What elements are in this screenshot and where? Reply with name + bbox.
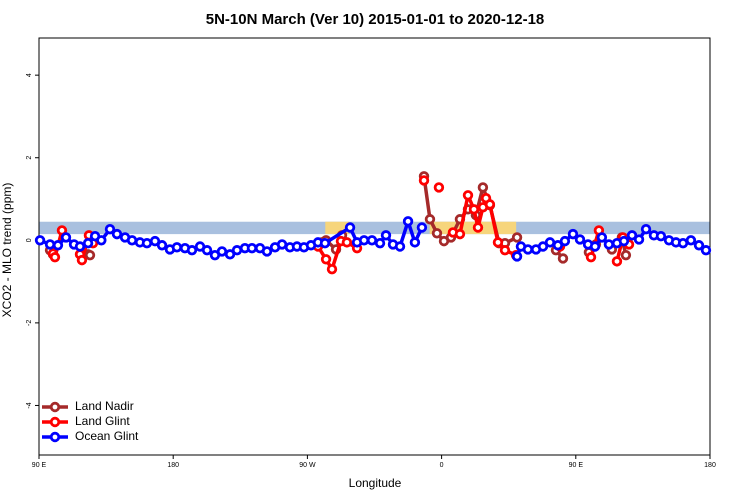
x-tick-label: 90 E (32, 462, 47, 469)
data-point (409, 237, 421, 248)
data-point (326, 264, 338, 275)
data-point (431, 228, 443, 239)
data-point (141, 237, 153, 249)
data-point (511, 251, 523, 262)
data-point (559, 235, 571, 247)
data-point (231, 245, 243, 256)
data-point (104, 223, 116, 235)
data-point (477, 182, 489, 193)
data-point (341, 237, 353, 248)
data-point (544, 237, 556, 248)
data-point (394, 241, 406, 252)
chart-title: 5N-10N March (Ver 10) 2015-01-01 to 2020… (206, 11, 545, 28)
data-point (111, 228, 123, 240)
data-point (552, 240, 564, 251)
data-point (677, 237, 689, 249)
data-point (344, 222, 356, 233)
data-point (149, 235, 161, 247)
data-point (74, 241, 86, 252)
y-tick-label: -4 (26, 402, 33, 408)
data-point (320, 254, 332, 265)
data-point (402, 216, 414, 227)
data-point (468, 204, 480, 215)
data-point (693, 240, 705, 251)
data-point (276, 239, 288, 250)
data-point (416, 222, 428, 233)
data-point (633, 234, 645, 245)
legend-marker (49, 431, 61, 443)
data-point (472, 222, 484, 233)
x-tick-label: 180 (704, 462, 716, 469)
y-tick-label: 4 (26, 73, 33, 77)
data-point (424, 214, 436, 225)
y-tick-label: 0 (26, 238, 33, 242)
data-point (60, 232, 72, 243)
data-point (626, 230, 638, 241)
data-point (685, 235, 697, 246)
data-point (246, 242, 258, 254)
data-point (433, 182, 445, 193)
x-axis-label: Longitude (349, 476, 402, 490)
data-point (511, 232, 523, 243)
data-point (82, 237, 94, 249)
data-point (462, 190, 474, 201)
data-point (454, 228, 466, 240)
data-point (700, 245, 712, 256)
data-point (620, 249, 632, 261)
x-tick-label: 90 W (299, 462, 316, 469)
data-point (611, 256, 623, 267)
data-point (603, 239, 615, 250)
data-point (319, 237, 331, 249)
data-point (567, 228, 579, 240)
data-point (261, 246, 273, 257)
x-tick-label: 0 (440, 462, 444, 469)
legend-label: Land Glint (75, 414, 130, 428)
data-point (374, 237, 386, 249)
x-tick-label: 90 E (569, 462, 584, 469)
data-point (126, 235, 138, 246)
data-point (618, 235, 630, 247)
data-point (216, 246, 228, 257)
legend-marker (49, 401, 61, 413)
data-point (186, 245, 198, 256)
data-point (589, 241, 601, 252)
data-point (224, 249, 236, 260)
data-point (358, 235, 370, 246)
data-point (380, 230, 392, 241)
data-point (596, 232, 608, 243)
data-point (522, 244, 534, 255)
data-point (537, 241, 549, 252)
data-point (171, 242, 183, 253)
data-point (655, 230, 667, 242)
data-point (34, 235, 46, 246)
legend-label: Ocean Glint (75, 429, 139, 443)
legend-marker (49, 416, 61, 428)
data-point (156, 240, 168, 251)
data-point (585, 252, 597, 263)
y-tick-label: 2 (26, 156, 33, 160)
data-point (492, 237, 504, 248)
data-point (574, 234, 586, 245)
data-point (76, 254, 88, 266)
data-point (96, 235, 107, 246)
legend-label: Land Nadir (75, 399, 134, 413)
y-tick-label: -2 (26, 320, 33, 326)
data-point (84, 249, 96, 261)
data-point (201, 245, 213, 256)
x-tick-label: 180 (167, 462, 179, 469)
data-point (640, 223, 652, 235)
y-axis-label: XCO2 - MLO trend (ppm) (0, 183, 14, 318)
data-point (557, 253, 569, 264)
reference-band (39, 221, 710, 235)
plot-frame (38, 37, 711, 456)
data-point (52, 240, 64, 251)
data-point (44, 239, 56, 250)
data-point (484, 199, 496, 210)
data-point (49, 252, 61, 263)
data-point (366, 235, 378, 246)
data-point (499, 245, 511, 256)
data-point (418, 175, 430, 186)
